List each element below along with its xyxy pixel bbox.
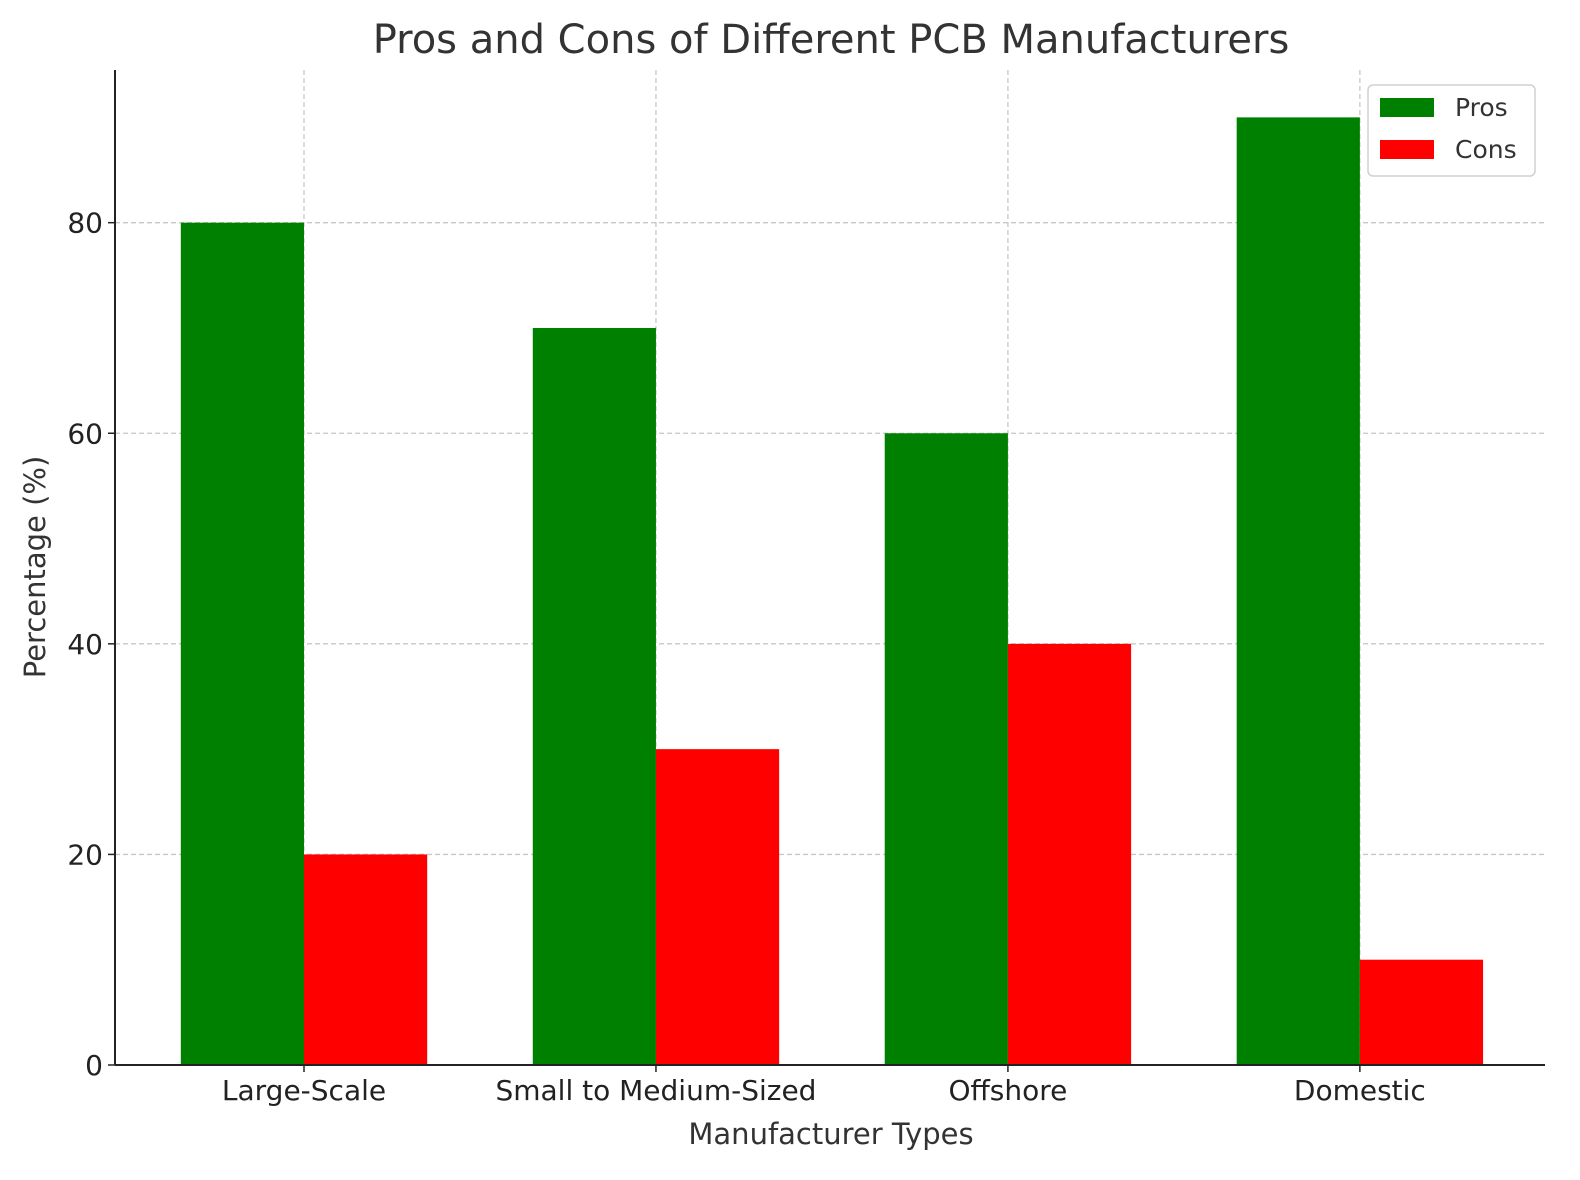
legend-label-cons: Cons — [1455, 135, 1517, 164]
bar-pros — [180, 222, 305, 1066]
legend-label-pros: Pros — [1455, 93, 1508, 122]
x-tick-label: Large-Scale — [222, 1074, 386, 1107]
y-tick-label: 0 — [85, 1049, 103, 1082]
bar-cons — [655, 749, 780, 1065]
y-tick-label: 20 — [67, 838, 103, 871]
bar-pros — [1236, 117, 1360, 1065]
x-tick-label: Small to Medium-Sized — [495, 1074, 816, 1107]
legend-swatch-cons — [1380, 140, 1434, 159]
x-tick-label: Domestic — [1294, 1074, 1426, 1107]
chart-title: Pros and Cons of Different PCB Manufactu… — [373, 17, 1290, 63]
bars — [180, 117, 1484, 1066]
x-tick-label: Offshore — [948, 1074, 1067, 1107]
x-axis-label: Manufacturer Types — [688, 1117, 973, 1151]
bar-cons — [1359, 959, 1484, 1065]
y-tick-label: 40 — [67, 628, 103, 661]
bar-pros — [532, 327, 656, 1065]
legend-swatch-pros — [1380, 98, 1434, 117]
axes: 0 20 40 60 80 Large-Scale Small to Medium-Size… — [67, 70, 1545, 1107]
bar-pros — [884, 433, 1008, 1065]
y-axis-label: Percentage (%) — [18, 456, 52, 679]
bar-cons — [1007, 643, 1132, 1065]
y-tick-label: 60 — [67, 417, 103, 450]
y-tick-label: 80 — [67, 207, 103, 240]
legend: Pros Cons — [1367, 84, 1536, 177]
bar-cons — [304, 854, 428, 1065]
